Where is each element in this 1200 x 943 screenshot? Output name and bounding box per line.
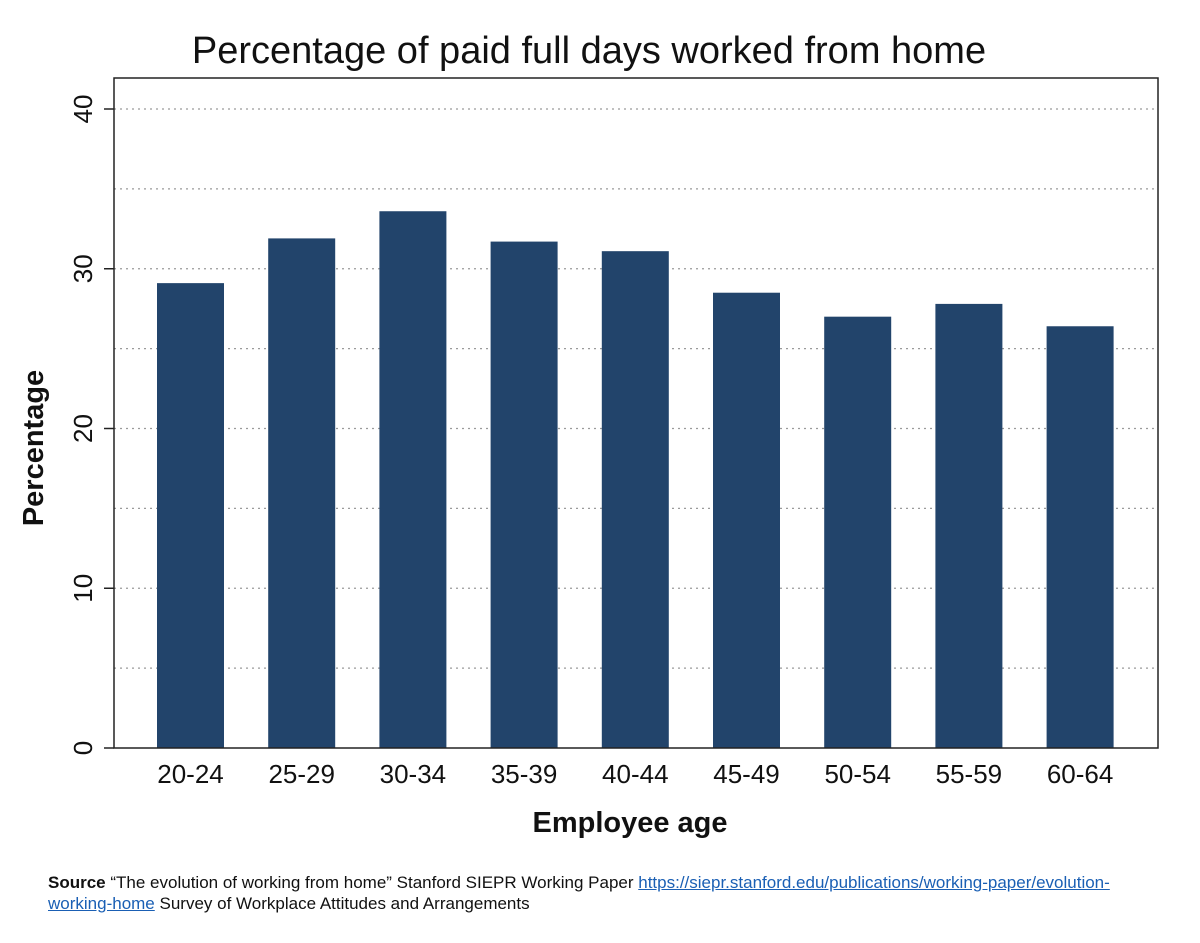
bar-55-59 — [935, 303, 1003, 748]
source-suffix: Survey of Workplace Attitudes and Arrang… — [159, 894, 530, 913]
y-axis-label: Percentage — [18, 370, 50, 526]
plot-frame — [113, 77, 1159, 749]
bar-40-44 — [601, 251, 669, 749]
x-axis-label: Employee age — [532, 807, 727, 839]
y-axis: 0 10 20 30 40 — [68, 95, 114, 755]
y-tick-label: 20 — [68, 414, 98, 443]
x-tick-label: 40-44 — [602, 759, 669, 789]
x-tick-label: 35-39 — [491, 759, 558, 789]
bar-20-24 — [157, 283, 224, 748]
x-tick-label: 45-49 — [713, 759, 780, 789]
x-tick-label: 50-54 — [824, 759, 891, 789]
x-tick-label: 60-64 — [1047, 759, 1114, 789]
x-tick-label: 30-34 — [380, 759, 447, 789]
bar-50-54 — [824, 316, 892, 748]
source-note: Source “The evolution of working from ho… — [48, 872, 1168, 914]
y-tick-label: 30 — [68, 254, 98, 283]
y-tick-label: 0 — [68, 741, 98, 755]
source-link[interactable]: https://siepr.stanford.edu/publications/… — [48, 873, 1110, 913]
bar-35-39 — [490, 241, 558, 748]
bars — [157, 211, 1114, 749]
source-label: Source — [48, 873, 106, 892]
y-tick-label: 40 — [68, 95, 98, 124]
bar-60-64 — [1046, 326, 1114, 748]
chart-title: Percentage of paid full days worked from… — [192, 30, 986, 72]
bar-30-34 — [379, 211, 447, 749]
bar-45-49 — [713, 292, 780, 748]
x-axis: 20-24 25-29 30-34 35-39 40-44 45-49 50-54 55-59… — [157, 759, 1113, 789]
bar-25-29 — [268, 238, 336, 748]
x-tick-label: 25-29 — [268, 759, 335, 789]
x-tick-label: 20-24 — [157, 759, 224, 789]
y-tick-label: 10 — [68, 574, 98, 603]
source-text: “The evolution of working from home” Sta… — [110, 873, 634, 892]
bar-chart: Percentage of paid full days worked from… — [18, 30, 1159, 839]
x-tick-label: 55-59 — [936, 759, 1003, 789]
